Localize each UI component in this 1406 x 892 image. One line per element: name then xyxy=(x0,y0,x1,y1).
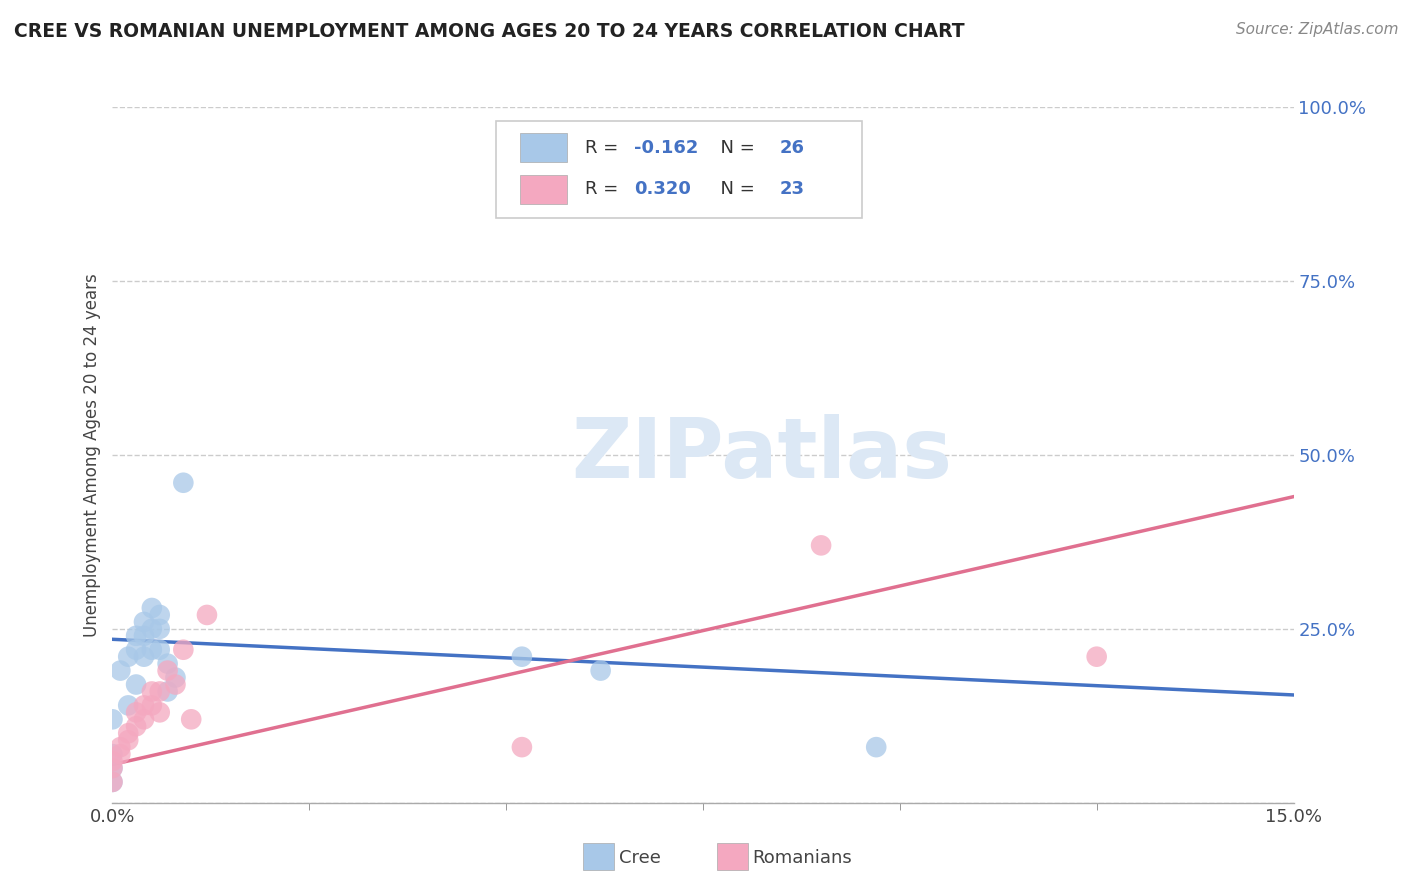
Point xyxy=(141,622,163,636)
FancyBboxPatch shape xyxy=(520,175,567,204)
Point xyxy=(141,698,163,713)
Point xyxy=(110,664,132,678)
Point xyxy=(141,642,163,657)
Point xyxy=(165,671,187,685)
Point xyxy=(101,761,124,775)
Point xyxy=(110,747,132,761)
Text: 0.320: 0.320 xyxy=(634,180,692,198)
Point xyxy=(1085,649,1108,664)
Point xyxy=(132,615,155,629)
Point xyxy=(165,677,187,691)
Text: ZIPatlas: ZIPatlas xyxy=(572,415,952,495)
Point xyxy=(149,706,172,720)
Point xyxy=(156,657,179,671)
Point xyxy=(117,649,139,664)
Point xyxy=(589,664,612,678)
Point xyxy=(195,607,218,622)
Point xyxy=(117,726,139,740)
Point xyxy=(125,642,148,657)
Point xyxy=(149,642,172,657)
Point xyxy=(101,754,124,768)
Point xyxy=(132,629,155,643)
Text: Romanians: Romanians xyxy=(752,849,852,867)
Point xyxy=(149,622,172,636)
Point xyxy=(510,740,533,755)
Point xyxy=(101,775,124,789)
Point xyxy=(510,649,533,664)
FancyBboxPatch shape xyxy=(520,133,567,162)
Point xyxy=(132,649,155,664)
Text: N =: N = xyxy=(709,139,761,157)
Point xyxy=(141,684,163,698)
Point xyxy=(101,761,124,775)
Point xyxy=(141,601,163,615)
Text: -0.162: -0.162 xyxy=(634,139,699,157)
Point xyxy=(156,684,179,698)
Point xyxy=(125,706,148,720)
Point xyxy=(132,712,155,726)
Point xyxy=(117,733,139,747)
Text: 26: 26 xyxy=(780,139,804,157)
Point xyxy=(117,698,139,713)
Point xyxy=(101,775,124,789)
Point xyxy=(101,712,124,726)
Point xyxy=(149,607,172,622)
Text: Cree: Cree xyxy=(619,849,661,867)
Text: N =: N = xyxy=(709,180,761,198)
Text: CREE VS ROMANIAN UNEMPLOYMENT AMONG AGES 20 TO 24 YEARS CORRELATION CHART: CREE VS ROMANIAN UNEMPLOYMENT AMONG AGES… xyxy=(14,22,965,41)
Point xyxy=(125,677,148,691)
Point xyxy=(865,740,887,755)
Point xyxy=(132,698,155,713)
Text: R =: R = xyxy=(585,139,624,157)
Point xyxy=(101,747,124,761)
Text: 23: 23 xyxy=(780,180,804,198)
Point xyxy=(156,664,179,678)
Point xyxy=(125,629,148,643)
Point xyxy=(810,538,832,552)
Point xyxy=(180,712,202,726)
Point xyxy=(172,475,194,490)
Y-axis label: Unemployment Among Ages 20 to 24 years: Unemployment Among Ages 20 to 24 years xyxy=(83,273,101,637)
Point xyxy=(149,684,172,698)
Point xyxy=(172,642,194,657)
Point xyxy=(125,719,148,733)
Text: R =: R = xyxy=(585,180,624,198)
FancyBboxPatch shape xyxy=(496,121,862,219)
Text: Source: ZipAtlas.com: Source: ZipAtlas.com xyxy=(1236,22,1399,37)
Point xyxy=(110,740,132,755)
